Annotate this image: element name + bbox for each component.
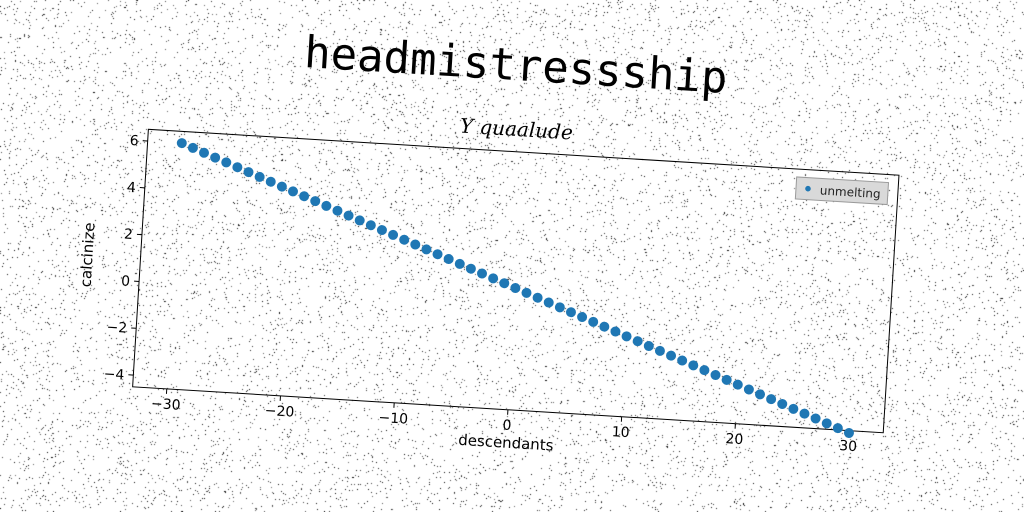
data-point <box>187 142 198 153</box>
data-point <box>232 162 243 173</box>
data-point <box>643 341 654 352</box>
data-point <box>621 331 632 342</box>
data-point <box>488 273 499 284</box>
data-point <box>454 258 465 269</box>
y-tick-label: 6 <box>129 133 139 150</box>
data-points <box>176 138 854 438</box>
data-point <box>365 220 376 231</box>
data-point <box>654 345 665 356</box>
chart-subtitle: Y quaalude <box>459 114 573 145</box>
y-tick-label: 4 <box>126 180 136 197</box>
data-point <box>243 167 254 178</box>
data-point <box>565 307 576 318</box>
data-point <box>221 157 232 168</box>
data-point <box>832 423 843 434</box>
data-point <box>599 321 610 332</box>
y-tick-label: −2 <box>106 319 128 336</box>
y-tick-label: 0 <box>121 273 131 290</box>
data-point <box>821 418 832 429</box>
data-point <box>721 374 732 385</box>
data-point <box>176 138 187 149</box>
data-point <box>343 210 354 221</box>
data-point <box>254 171 265 182</box>
legend: unmelting <box>794 176 890 206</box>
data-point <box>265 176 276 187</box>
data-point <box>554 302 565 313</box>
data-point <box>388 229 399 240</box>
x-tick-label: 20 <box>725 431 744 448</box>
data-point <box>210 152 221 163</box>
x-tick-label: 30 <box>839 438 858 455</box>
data-point <box>499 278 510 289</box>
data-point <box>610 326 621 337</box>
data-point <box>354 215 365 226</box>
data-point <box>677 355 688 366</box>
legend-label: unmelting <box>819 183 881 201</box>
data-point <box>766 394 777 405</box>
data-point <box>310 196 321 207</box>
y-tick-label: 2 <box>124 227 134 244</box>
x-tick-label: −20 <box>264 403 294 421</box>
data-point <box>532 292 543 303</box>
data-point <box>443 254 454 265</box>
data-point <box>632 336 643 347</box>
y-tick-label: −4 <box>103 366 125 383</box>
x-axis-label: descendants <box>458 431 554 455</box>
data-point <box>543 297 554 308</box>
y-axis: −4 −2 0 2 4 6 <box>103 133 148 384</box>
data-point <box>432 249 443 260</box>
data-point <box>799 408 810 419</box>
data-point <box>376 225 387 236</box>
data-point <box>588 316 599 327</box>
data-point <box>199 147 210 158</box>
data-point <box>577 312 588 323</box>
data-point <box>688 360 699 371</box>
data-point <box>521 287 532 298</box>
data-point <box>810 413 821 424</box>
data-point <box>666 350 677 361</box>
x-tick-label: −30 <box>151 396 181 414</box>
legend-box <box>794 176 890 206</box>
y-axis-label: calcinize <box>77 222 99 288</box>
data-point <box>755 389 766 400</box>
data-point <box>510 283 521 294</box>
data-point <box>287 186 298 197</box>
data-point <box>732 379 743 390</box>
data-point <box>743 384 754 395</box>
x-axis: −30 −20 −10 0 10 20 30 <box>151 388 858 455</box>
data-point <box>276 181 287 192</box>
x-tick-label: 0 <box>502 417 512 434</box>
x-tick-label: −10 <box>378 410 408 428</box>
data-point <box>777 398 788 409</box>
data-point <box>410 239 421 250</box>
data-point <box>788 403 799 414</box>
legend-marker <box>805 185 811 192</box>
data-point <box>299 191 310 202</box>
x-tick-label: 10 <box>611 424 630 441</box>
data-point <box>465 263 476 274</box>
data-point <box>321 200 332 211</box>
data-point <box>477 268 488 279</box>
data-point <box>843 427 854 438</box>
data-point <box>399 234 410 245</box>
data-point <box>332 205 343 216</box>
data-point <box>710 370 721 381</box>
chart-title: headmistressship <box>303 27 729 104</box>
data-point <box>699 365 710 376</box>
data-point <box>421 244 432 255</box>
